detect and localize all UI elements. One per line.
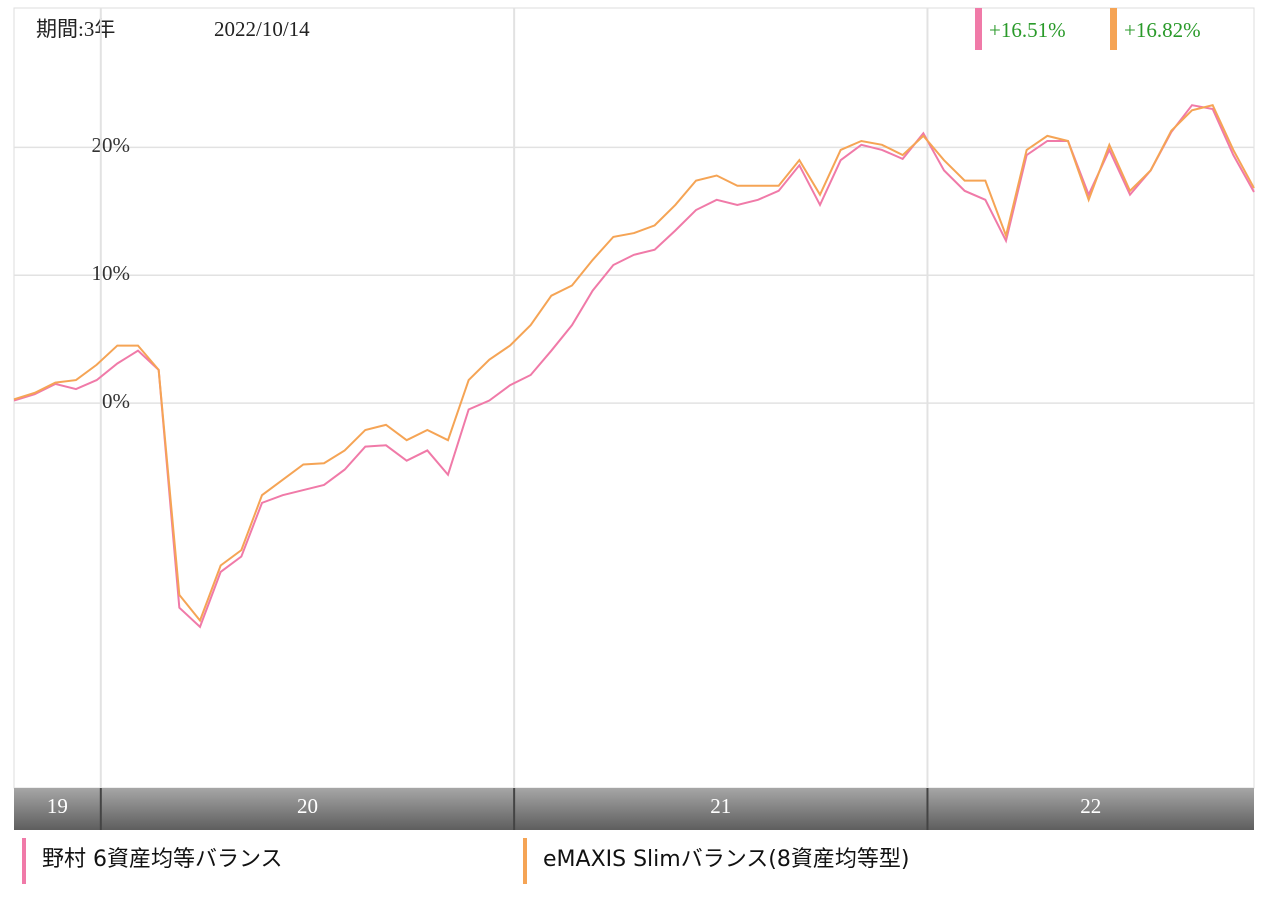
y-tick-label: 0%	[102, 389, 130, 413]
series-line	[13, 104, 1255, 629]
series-line	[13, 104, 1255, 623]
year-bar	[14, 788, 1254, 830]
change-label: +16.51%	[989, 18, 1066, 42]
legend-label: 野村 6資産均等バランス	[42, 847, 283, 872]
legend-label: eMAXIS Slimバランス(8資産均等型)	[543, 847, 909, 872]
year-label: 22	[1080, 794, 1101, 818]
period: 期間:3年	[36, 17, 115, 41]
change-marker	[1110, 8, 1117, 50]
year-label: 21	[710, 794, 731, 818]
legend-swatch	[22, 838, 26, 884]
year-label: 19	[47, 794, 68, 818]
change-marker	[975, 8, 982, 50]
y-tick-label: 20%	[92, 133, 131, 157]
y-tick-label: 10%	[92, 261, 131, 285]
date: 2022/10/14	[214, 17, 310, 41]
change-label: +16.82%	[1124, 18, 1201, 42]
legend-swatch	[523, 838, 527, 884]
year-label: 20	[297, 794, 318, 818]
plot-frame	[13, 7, 1255, 789]
